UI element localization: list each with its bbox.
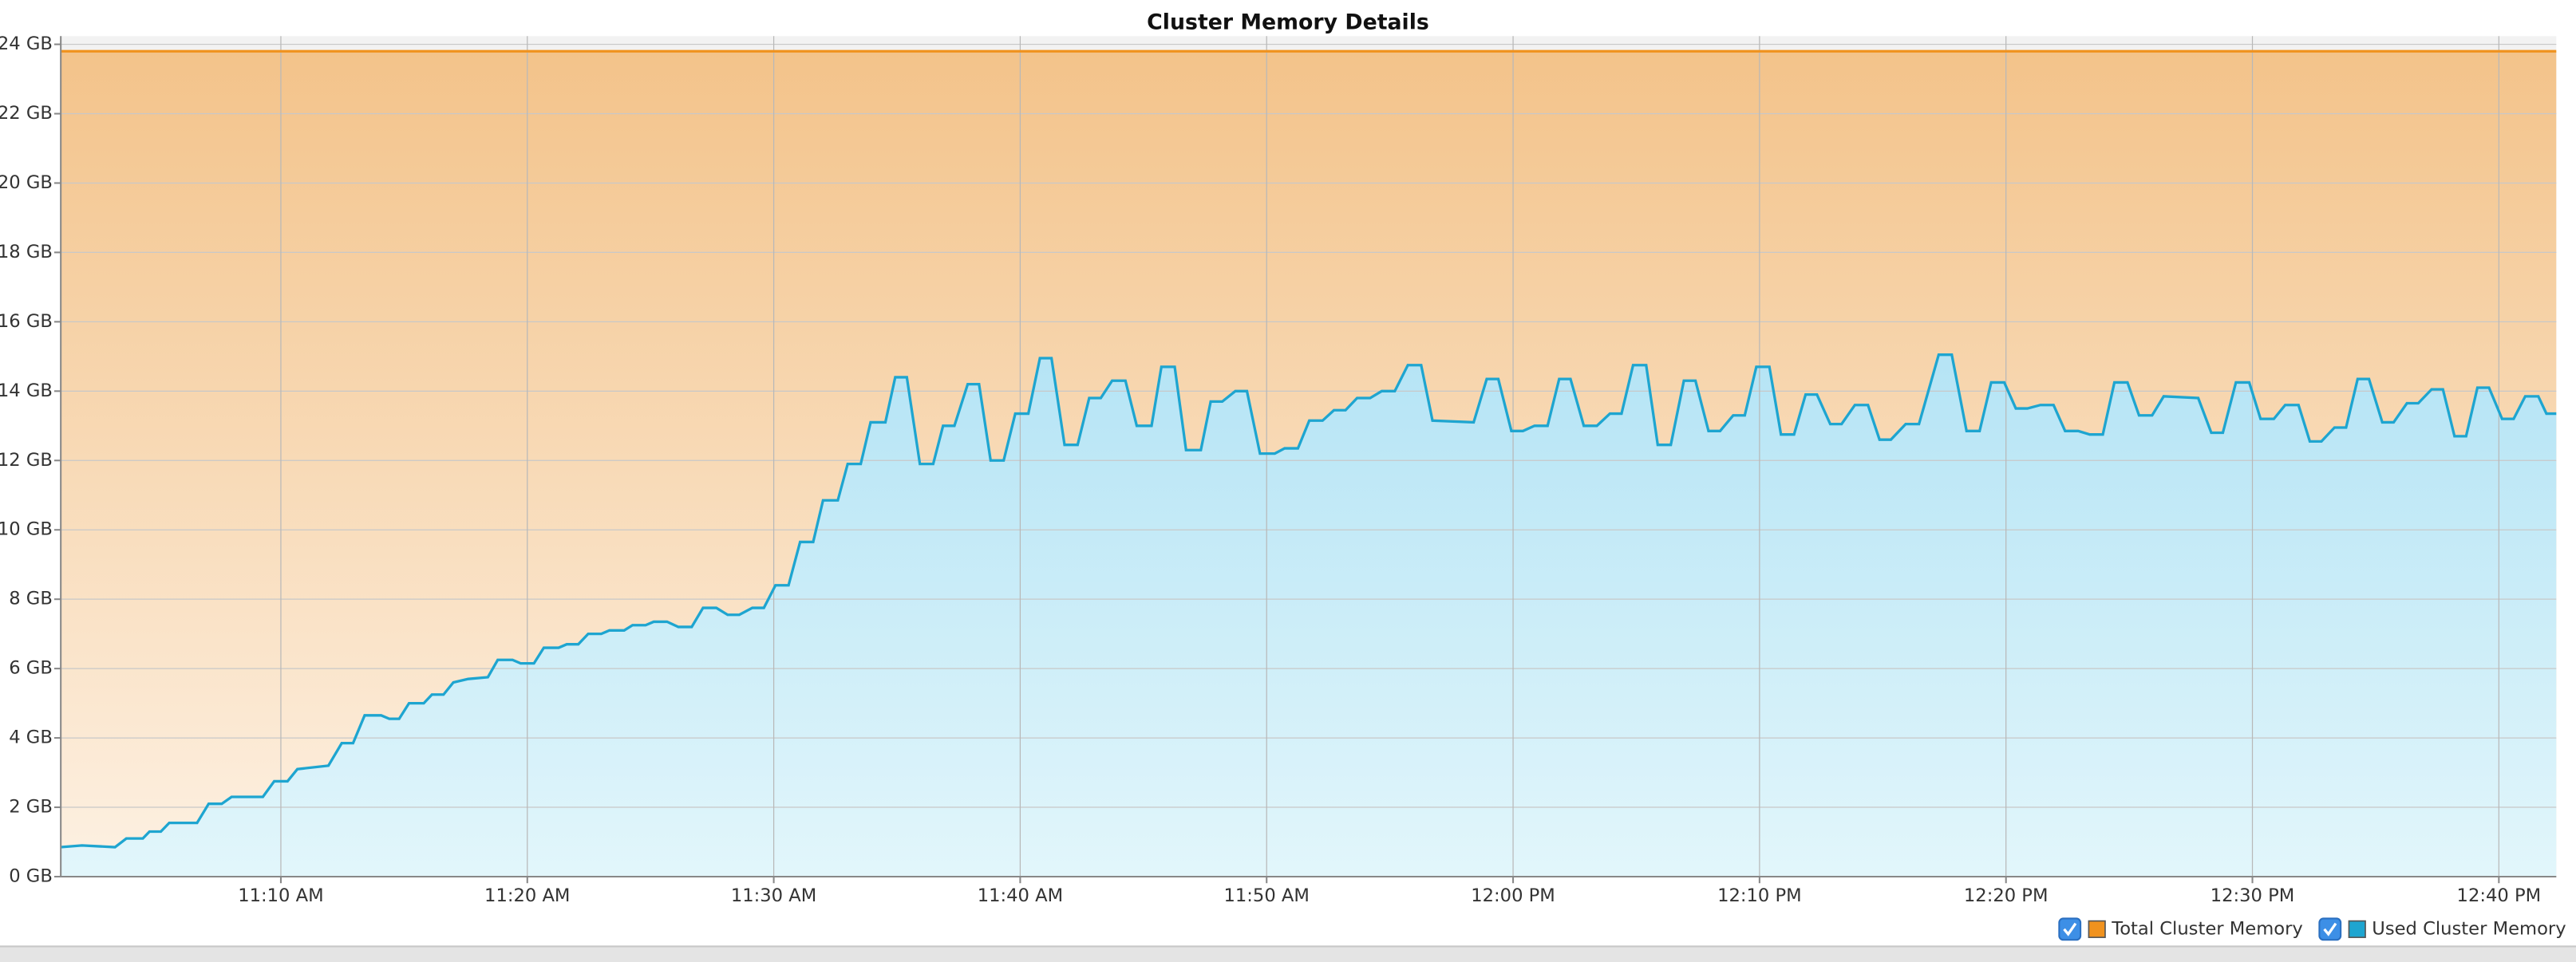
legend: Used Cluster Memory Total Cluster Memory xyxy=(2058,917,2566,941)
y-tick-label: 14 GB xyxy=(0,380,53,401)
y-tick-label: 10 GB xyxy=(0,519,53,540)
x-tick-label: 12:10 PM xyxy=(1717,885,1802,906)
x-tick-label: 12:20 PM xyxy=(1964,885,2049,906)
x-tick-label: 11:30 AM xyxy=(731,885,816,906)
y-tick-label: 18 GB xyxy=(0,242,53,262)
legend-swatch xyxy=(2348,920,2366,938)
y-tick-label: 0 GB xyxy=(9,865,53,886)
checkbox-box xyxy=(2318,917,2342,941)
y-tick-label: 20 GB xyxy=(0,172,53,193)
legend-label[interactable]: Total Cluster Memory xyxy=(2111,918,2303,939)
plot-area: 0 GB 2 GB 4 GB 6 GB 8 GB 10 GB 12 GB 14 GB 16 GB… xyxy=(0,34,2557,906)
y-tick-label: 6 GB xyxy=(9,658,53,679)
legend-swatch xyxy=(2088,920,2106,938)
line xyxy=(61,353,2557,849)
x-tick-label: 11:10 AM xyxy=(238,885,323,906)
checkbox-check xyxy=(2063,922,2077,936)
x-tick-label: 11:20 AM xyxy=(484,885,570,906)
x-tick-label: 11:50 AM xyxy=(1224,885,1310,906)
y-tick-label: 12 GB xyxy=(0,450,53,471)
y-tick-label: 24 GB xyxy=(0,34,53,54)
y-tick-label: 22 GB xyxy=(0,103,53,124)
y-tick-label: 2 GB xyxy=(9,797,53,818)
area-fill xyxy=(61,354,2557,877)
scrollbar[interactable] xyxy=(0,945,2576,962)
x-tick-label: 12:30 PM xyxy=(2211,885,2295,906)
x-tick-label: 12:00 PM xyxy=(1471,885,1555,906)
x-tick-label: 12:40 PM xyxy=(2457,885,2542,906)
checkbox-check xyxy=(2323,922,2337,936)
legend-checkbox[interactable] xyxy=(2318,917,2342,941)
y-tick-label: 8 GB xyxy=(9,589,53,609)
checkbox-box xyxy=(2058,917,2082,941)
legend-label[interactable]: Used Cluster Memory xyxy=(2372,918,2566,939)
chart-title: Cluster Memory Details xyxy=(1147,10,1429,34)
x-tick-label: 11:40 AM xyxy=(978,885,1063,906)
legend-checkbox[interactable] xyxy=(2058,917,2082,941)
y-tick-label: 4 GB xyxy=(9,727,53,748)
y-tick-label: 16 GB xyxy=(0,311,53,332)
